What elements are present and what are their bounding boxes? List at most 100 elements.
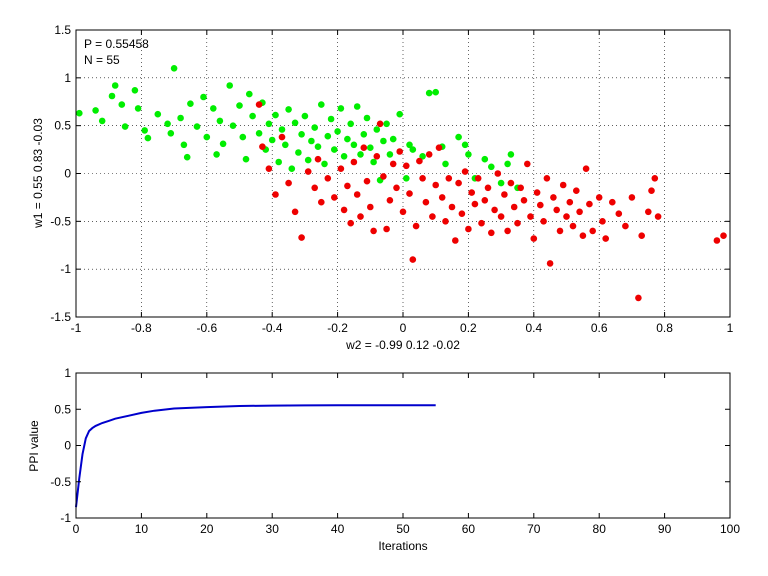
- green-point: [170, 65, 178, 72]
- red-point: [255, 101, 263, 108]
- red-point: [514, 219, 521, 227]
- green-point: [134, 105, 142, 112]
- red-point: [589, 227, 596, 235]
- x-tick-label: 40: [331, 522, 345, 536]
- green-point: [327, 115, 335, 123]
- x-tick-label: 80: [593, 522, 607, 536]
- scatter-series-red: [255, 101, 727, 302]
- y-tick-label: -1: [60, 262, 71, 276]
- green-point: [255, 130, 263, 137]
- green-point: [210, 105, 217, 112]
- red-point: [285, 179, 292, 187]
- x-tick-label: 90: [658, 522, 672, 536]
- green-point: [504, 160, 511, 168]
- green-point: [111, 82, 119, 89]
- green-point: [98, 117, 106, 125]
- red-point: [373, 153, 381, 160]
- y-tick-label: 1: [64, 71, 71, 85]
- annotation-n: N = 55: [84, 53, 120, 67]
- scatter-grid: [76, 30, 730, 317]
- green-point: [340, 153, 348, 160]
- green-point: [389, 135, 397, 143]
- green-point: [432, 88, 440, 96]
- green-point: [353, 103, 361, 110]
- red-point: [566, 198, 574, 206]
- red-point: [389, 160, 397, 168]
- line-x-label: Iterations: [378, 539, 427, 553]
- y-tick-label: 1.5: [54, 23, 71, 37]
- green-point: [236, 102, 243, 109]
- red-point: [543, 175, 551, 182]
- red-point: [445, 175, 453, 182]
- green-point: [219, 140, 227, 148]
- red-point: [412, 222, 420, 230]
- green-point: [272, 111, 279, 119]
- green-point: [314, 143, 322, 150]
- red-point: [429, 213, 436, 220]
- red-point: [376, 120, 384, 128]
- x-tick-label: 0.4: [525, 321, 542, 335]
- green-point: [288, 165, 296, 172]
- red-point: [501, 191, 508, 198]
- x-tick-label: 0: [73, 522, 80, 536]
- green-point: [380, 137, 387, 145]
- green-point: [396, 110, 404, 118]
- red-point: [497, 213, 505, 220]
- green-point: [318, 101, 325, 108]
- red-point: [559, 181, 567, 189]
- green-point: [409, 146, 417, 153]
- red-point: [331, 194, 338, 201]
- red-point: [380, 173, 387, 180]
- red-point: [363, 177, 371, 185]
- green-point: [403, 175, 410, 182]
- red-point: [474, 175, 482, 182]
- red-point: [648, 187, 655, 194]
- green-point: [92, 107, 99, 114]
- green-point: [183, 153, 191, 161]
- green-point: [344, 135, 351, 143]
- scatter-y-label: w1 = 0.55 0.83 -0.03: [31, 118, 45, 229]
- y-tick-label: 0.5: [54, 402, 71, 416]
- green-point: [298, 131, 305, 138]
- red-point: [461, 168, 469, 175]
- x-tick-label: 0.2: [460, 321, 477, 335]
- green-point: [497, 179, 505, 187]
- red-point: [265, 165, 273, 172]
- red-point: [491, 206, 498, 214]
- red-point: [435, 144, 443, 151]
- x-tick-label: 30: [266, 522, 280, 536]
- red-point: [622, 222, 629, 230]
- red-point: [314, 155, 322, 163]
- red-point: [563, 213, 570, 220]
- green-point: [357, 151, 364, 158]
- red-point: [360, 144, 368, 151]
- red-point: [654, 213, 662, 220]
- green-point: [154, 110, 162, 118]
- x-tick-label: 10: [135, 522, 149, 536]
- red-point: [324, 175, 332, 182]
- x-tick-label: 1: [727, 321, 734, 335]
- red-point: [484, 184, 492, 192]
- red-point: [344, 182, 351, 190]
- red-point: [458, 210, 466, 217]
- red-point: [403, 162, 410, 170]
- green-point: [363, 114, 371, 122]
- green-point: [308, 137, 315, 145]
- y-tick-label: -0.5: [50, 475, 71, 489]
- red-point: [298, 234, 305, 241]
- red-point: [272, 191, 279, 198]
- red-point: [595, 194, 603, 201]
- red-point: [419, 175, 426, 182]
- red-point: [438, 194, 446, 201]
- scatter-x-label: w2 = -0.99 0.12 -0.02: [345, 338, 460, 352]
- red-point: [609, 198, 616, 206]
- line-axes: 0 10 20 30 40 50 60 70 80 90 100 -1 -0.5 0 0.5 1 Iterat…: [27, 366, 740, 553]
- red-point: [350, 158, 358, 166]
- red-point: [540, 218, 547, 225]
- red-point: [383, 225, 390, 233]
- red-point: [481, 197, 489, 204]
- green-point: [76, 109, 83, 117]
- green-point: [321, 160, 328, 168]
- red-point: [422, 198, 430, 206]
- red-point: [337, 165, 345, 172]
